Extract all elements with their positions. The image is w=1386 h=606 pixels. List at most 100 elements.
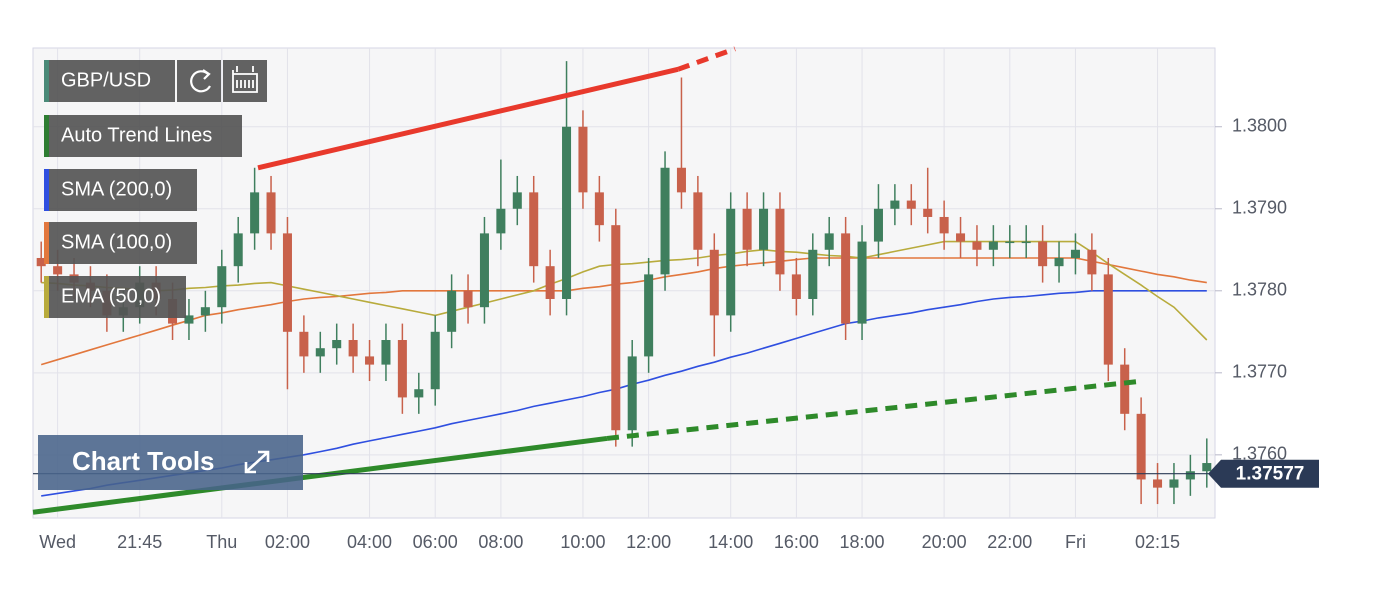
candle-body: [906, 200, 916, 209]
candle-body: [1070, 249, 1080, 258]
candle-body: [1120, 364, 1130, 414]
candle-body: [1054, 257, 1064, 267]
x-tick-label: 12:00: [626, 532, 671, 552]
y-tick-label: 1.3780: [1232, 280, 1287, 300]
x-tick-label: 20:00: [922, 532, 967, 552]
candle-body: [890, 200, 900, 209]
candle-body: [594, 192, 604, 226]
legend-item-button[interactable]: [44, 169, 197, 211]
candle-body: [315, 348, 325, 357]
trend-lines-button[interactable]: [44, 115, 242, 157]
candle-body: [857, 241, 867, 324]
candle-body: [726, 208, 736, 316]
legend-item-button[interactable]: [44, 222, 197, 264]
legend-item-label: SMA (200,0): [61, 178, 172, 200]
candle-body: [282, 233, 292, 332]
x-tick-label: 18:00: [840, 532, 885, 552]
y-tick-label: 1.3770: [1232, 362, 1287, 382]
candle-body: [266, 192, 276, 234]
candle-body: [841, 233, 851, 324]
candle-body: [529, 192, 539, 267]
refresh-icon: [190, 70, 211, 93]
candle-body: [676, 167, 686, 193]
candle-body: [233, 233, 243, 267]
candle-body: [184, 315, 194, 324]
candle-body: [1103, 274, 1113, 365]
candle-body: [1185, 471, 1195, 480]
symbol-label: GBP/USD: [61, 69, 151, 91]
trend-lines-stripe: [44, 115, 49, 157]
candle-body: [479, 233, 489, 308]
candle-body: [873, 208, 883, 242]
candle-body: [562, 126, 572, 299]
chart-tools-button[interactable]: [38, 435, 303, 490]
x-tick-label: Fri: [1065, 532, 1086, 552]
last-price-label: 1.37577: [1236, 464, 1305, 485]
candle-body: [36, 257, 46, 267]
candle-body: [299, 331, 309, 357]
candle-body: [1021, 241, 1031, 244]
candle-body: [759, 208, 769, 250]
candle-body: [923, 208, 933, 217]
candle-body: [1087, 249, 1097, 275]
candle-body: [660, 167, 670, 275]
chart-tools-label: Chart Tools: [72, 446, 215, 476]
expand-icon: [244, 450, 270, 474]
x-tick-label: 10:00: [560, 532, 605, 552]
refresh-arrow: [202, 69, 211, 80]
candle-body: [808, 249, 818, 299]
candle-body: [742, 208, 752, 250]
candle-body: [496, 208, 506, 234]
candle-body: [1136, 413, 1146, 480]
trend-line-projection: [606, 378, 1144, 441]
settings-icon: [232, 66, 258, 93]
x-tick-label: 08:00: [478, 532, 523, 552]
candle-body: [447, 290, 457, 332]
x-tick-label: 06:00: [413, 532, 458, 552]
trend-lines-label: Auto Trend Lines: [61, 124, 212, 146]
trend-line: [32, 435, 608, 515]
symbol-button[interactable]: [44, 60, 175, 102]
candle-body: [972, 241, 982, 250]
x-tick-label: Thu: [206, 532, 237, 552]
plot: 1.37577: [32, 46, 1319, 515]
x-tick-label: 21:45: [117, 532, 162, 552]
candle-body: [693, 192, 703, 250]
x-tick-label: Wed: [39, 532, 76, 552]
y-tick-label: 1.3790: [1232, 198, 1287, 218]
x-tick-label: 02:00: [265, 532, 310, 552]
x-tick-label: 16:00: [774, 532, 819, 552]
candle-body: [988, 241, 998, 250]
indicator-line: [40, 257, 1207, 366]
x-tick-label: 22:00: [987, 532, 1032, 552]
refresh-button[interactable]: [177, 60, 221, 102]
candle-body: [1038, 241, 1048, 267]
candle-body: [1202, 463, 1212, 472]
candle-body: [545, 266, 555, 299]
candle-body: [956, 233, 966, 242]
candle-body: [512, 192, 522, 209]
candle-body: [939, 216, 949, 234]
candle-body: [200, 307, 210, 316]
x-tick-label: 14:00: [708, 532, 753, 552]
candle-body: [414, 389, 424, 398]
candle-body: [578, 126, 588, 193]
candle-body: [365, 356, 375, 365]
candle-body: [463, 290, 473, 308]
candle-body: [53, 266, 63, 275]
last-price-tag: [1208, 459, 1319, 488]
candle-body: [430, 331, 440, 390]
candle-body: [611, 225, 621, 431]
candle-body: [397, 340, 407, 398]
trend-line: [257, 66, 679, 171]
candle-body: [381, 340, 391, 365]
candle-body: [348, 340, 358, 357]
symbol-stripe: [44, 60, 49, 102]
candle-body: [644, 274, 654, 357]
candle-body: [627, 356, 637, 431]
legend-item-button[interactable]: [44, 276, 186, 318]
x-tick-label: 02:15: [1135, 532, 1180, 552]
legend-item-stripe: [44, 222, 49, 264]
